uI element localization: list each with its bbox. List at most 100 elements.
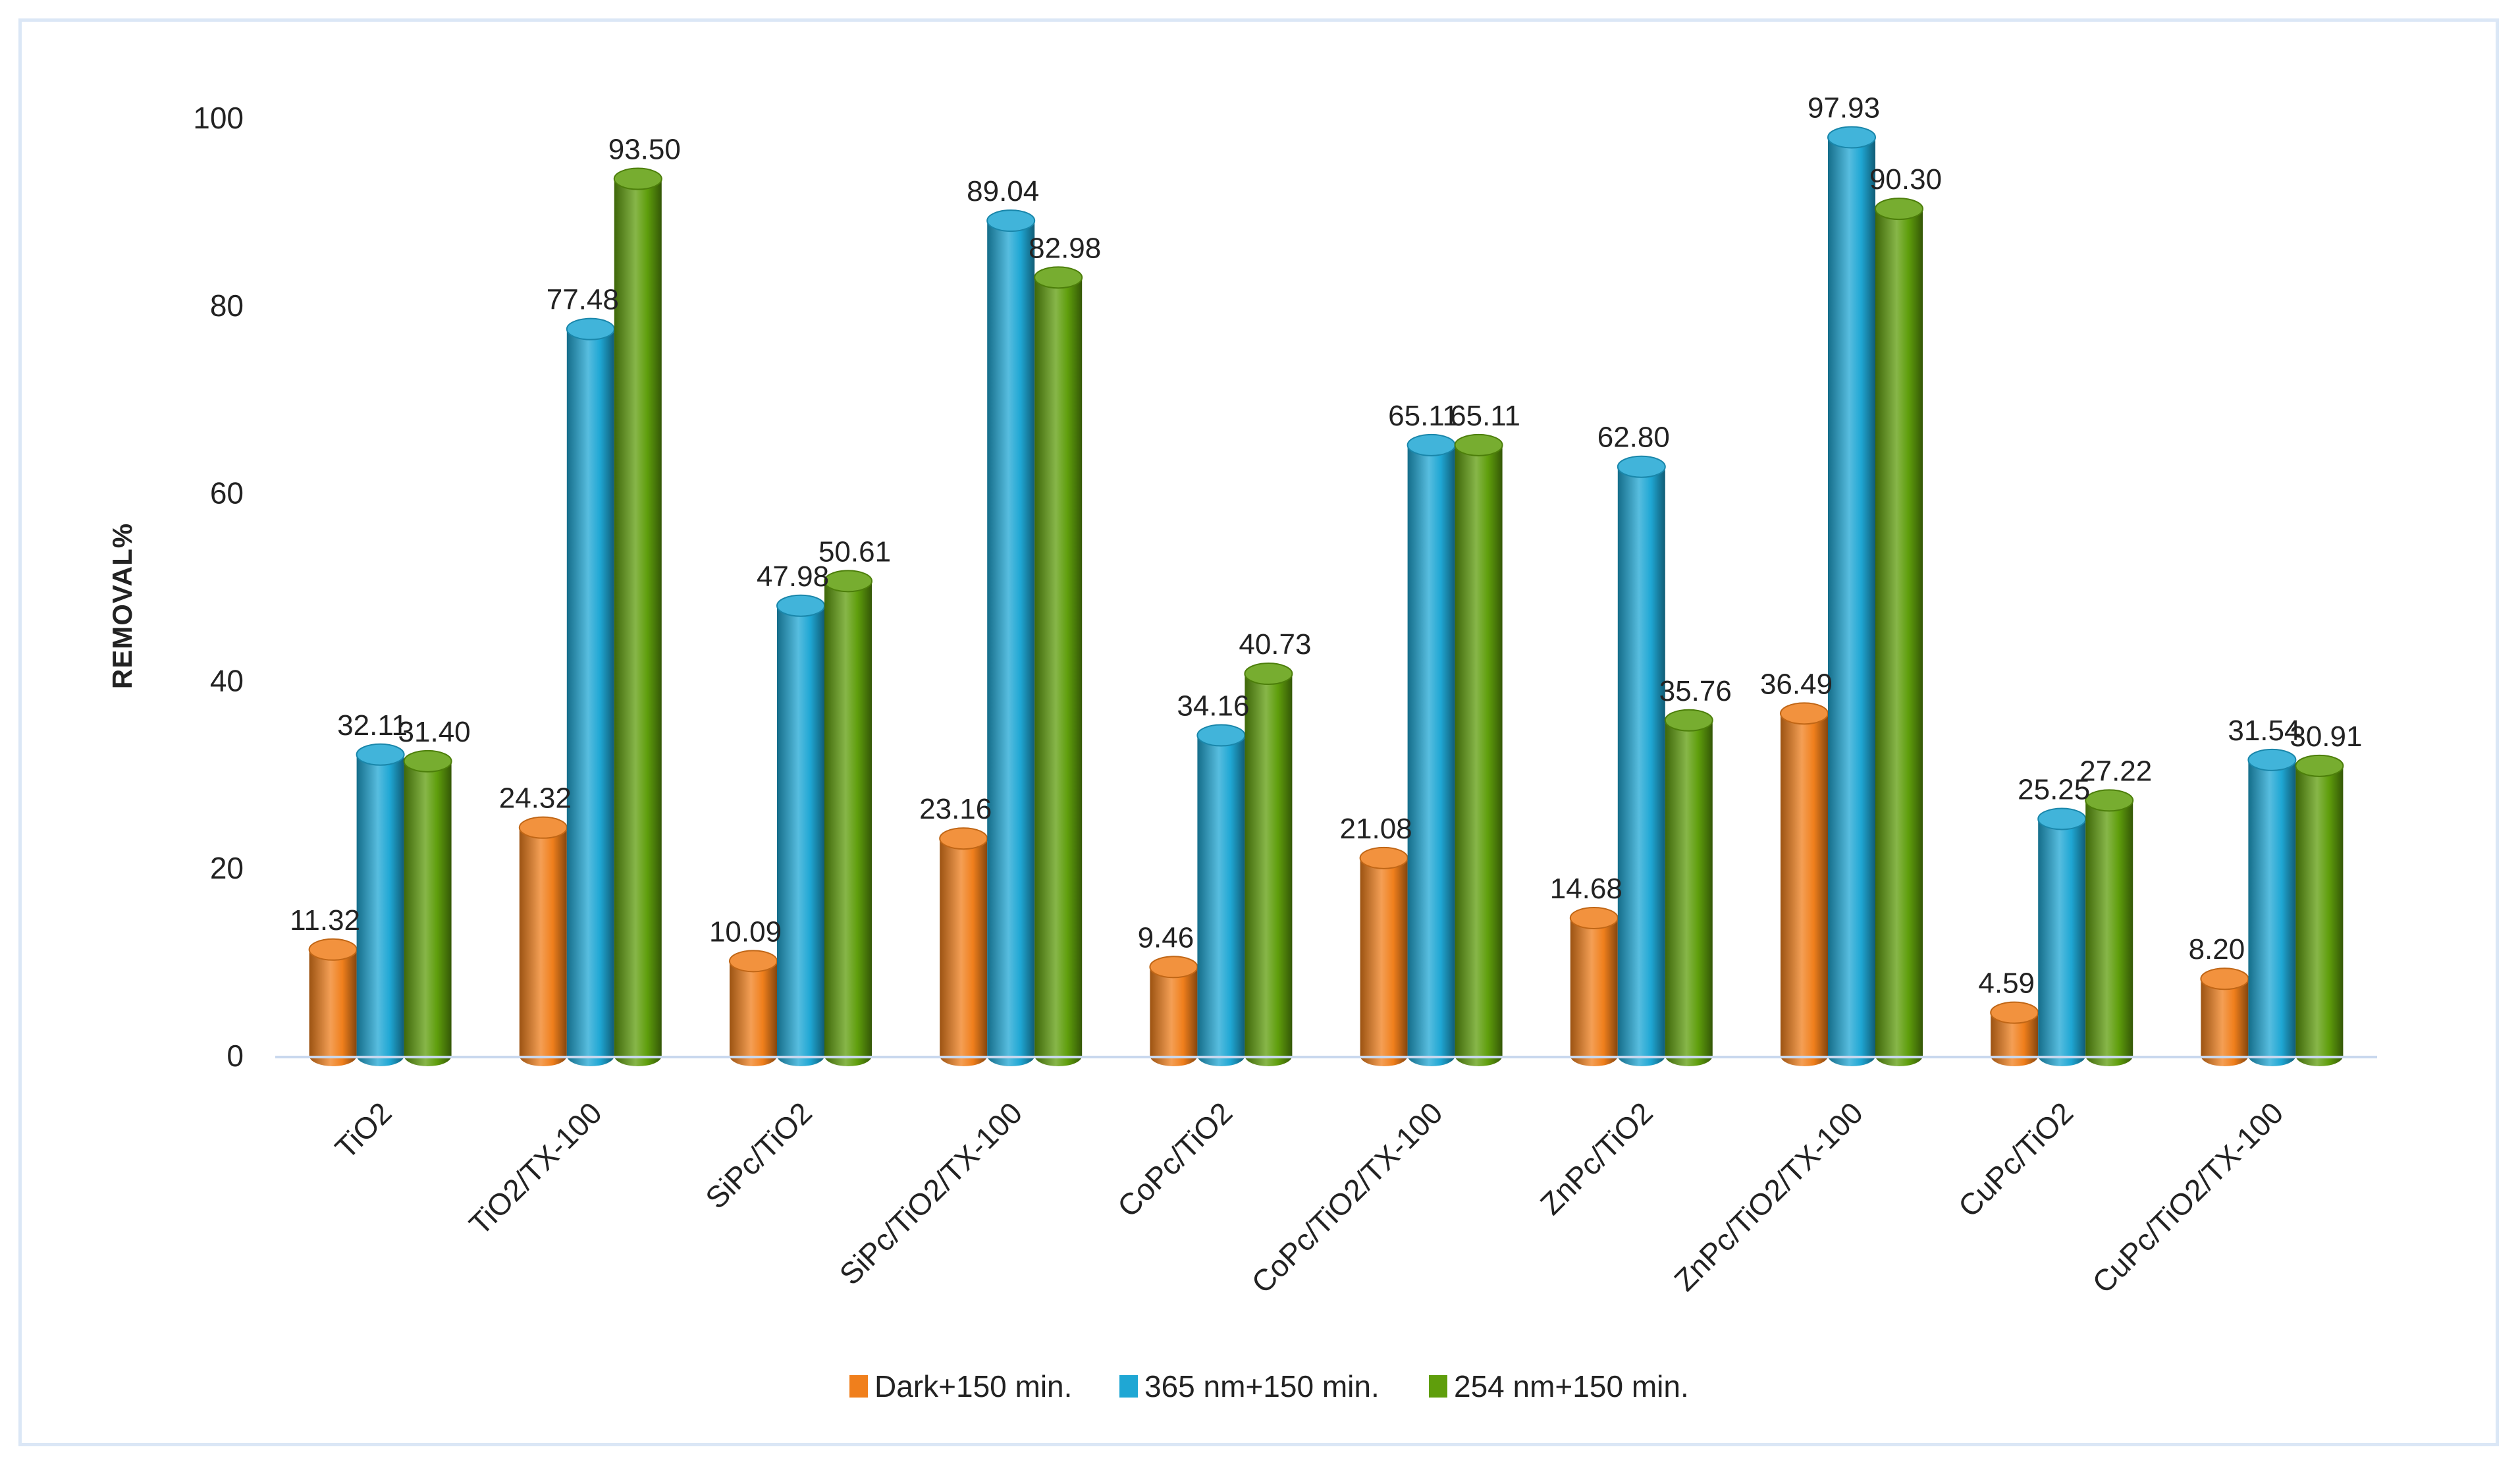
x-tick-label: CoPc/TiO2/TX-100 (1245, 1095, 1449, 1299)
y-tick-label: 60 (210, 476, 244, 510)
bar-body (614, 178, 662, 1066)
data-label: 10.09 (709, 915, 782, 948)
bar-top (2247, 748, 2297, 771)
bar-body (1034, 277, 1083, 1067)
bar (2200, 967, 2249, 1066)
x-tick-label: SiPc/TiO2/TX-100 (833, 1095, 1029, 1291)
data-label: 97.93 (1808, 92, 1880, 124)
data-label: 62.80 (1597, 421, 1670, 454)
data-label: 11.32 (290, 904, 360, 937)
bar (2085, 789, 2134, 1066)
data-label: 90.30 (1869, 163, 1942, 196)
data-label: 89.04 (967, 175, 1039, 207)
x-tick-label: CuPc/TiO2 (1952, 1095, 2080, 1224)
bar-body (730, 961, 777, 1066)
x-tick-label: CuPc/TiO2/TX-100 (2085, 1095, 2290, 1299)
data-label: 8.20 (2189, 933, 2245, 965)
bar (403, 749, 452, 1066)
bar-body (1197, 735, 1245, 1066)
bar-top (939, 827, 988, 850)
bar (1827, 126, 1876, 1066)
x-tick-label: ZnPc/TiO2/TX-100 (1667, 1095, 1869, 1297)
bar-top (1569, 906, 1619, 929)
bar-top (566, 317, 615, 340)
bar-top (824, 570, 872, 593)
bar-top (1034, 266, 1083, 289)
bar (986, 209, 1036, 1066)
bar-body (2038, 819, 2086, 1066)
data-label: 40.73 (1239, 628, 1311, 661)
bar (776, 594, 825, 1066)
bar-body (2295, 765, 2344, 1066)
bar-body (1150, 967, 1198, 1066)
data-label: 31.40 (398, 716, 471, 748)
bar-body (824, 581, 872, 1066)
bar (1780, 702, 1829, 1066)
bar-top (356, 743, 405, 766)
bar (2247, 748, 2297, 1066)
data-label: 9.46 (1138, 921, 1194, 954)
data-label: 34.16 (1177, 690, 1249, 722)
data-label: 23.16 (919, 793, 992, 825)
bar-top (1359, 846, 1408, 869)
bar-top (729, 950, 778, 973)
data-label: 47.98 (757, 560, 829, 593)
bar (1990, 1001, 2039, 1066)
legend-item: 254 nm+150 min. (1429, 1369, 1689, 1403)
bar-top (1780, 702, 1829, 725)
legend-swatch (1119, 1375, 1138, 1398)
bar-top (1827, 126, 1876, 149)
bar-top (1617, 455, 1666, 478)
bar (1196, 724, 1246, 1066)
bar (1149, 956, 1198, 1066)
y-tick-label: 80 (210, 288, 244, 323)
data-label: 21.08 (1340, 813, 1412, 845)
bar-body (1570, 917, 1618, 1066)
bar-top (2037, 807, 2087, 830)
legend-label: Dark+150 min. (874, 1369, 1072, 1403)
bar (1034, 266, 1083, 1067)
data-label: 50.61 (818, 535, 891, 568)
bar (2037, 807, 2087, 1066)
bar-body (309, 949, 357, 1066)
legend-swatch (1429, 1375, 1447, 1398)
bar-top (776, 594, 825, 617)
legend-label: 254 nm+150 min. (1454, 1369, 1689, 1403)
y-tick-label: 40 (210, 663, 244, 697)
legend-label: 365 nm+150 min. (1144, 1369, 1380, 1403)
data-label: 82.98 (1029, 232, 1101, 264)
y-tick-label: 0 (227, 1039, 244, 1073)
data-label: 4.59 (1978, 967, 2035, 1000)
bar-body (2201, 979, 2249, 1066)
data-label: 24.32 (499, 782, 572, 815)
bar-top (1990, 1001, 2039, 1024)
x-tick-label: TiO2/TX-100 (462, 1095, 608, 1241)
bar-top (1196, 724, 1246, 747)
bar-body (1407, 445, 1455, 1066)
bar-top (2200, 967, 2249, 991)
bar-top (613, 167, 662, 190)
data-label: 30.91 (2290, 720, 2362, 753)
x-tick-label: ZnPc/TiO2 (1534, 1095, 1659, 1221)
bar-body (404, 761, 452, 1066)
bar-body (777, 605, 824, 1066)
bar (1359, 846, 1408, 1066)
bar-body (356, 754, 404, 1066)
data-label: 14.68 (1550, 873, 1622, 905)
bar-body (1360, 857, 1408, 1066)
bar-body (1991, 1012, 2039, 1066)
bar (1244, 663, 1293, 1066)
data-label: 27.22 (2079, 755, 2152, 787)
data-label: 32.11 (337, 709, 408, 742)
bar (1407, 433, 1456, 1066)
bar-body (987, 221, 1035, 1066)
data-label: 35.76 (1659, 675, 1732, 707)
bar (1569, 906, 1619, 1066)
bar-body (1455, 445, 1503, 1066)
data-label: 93.50 (608, 134, 681, 166)
bar-body (1665, 720, 1713, 1066)
bar-body (566, 329, 614, 1066)
bar (824, 570, 872, 1066)
bar-top (518, 816, 568, 839)
